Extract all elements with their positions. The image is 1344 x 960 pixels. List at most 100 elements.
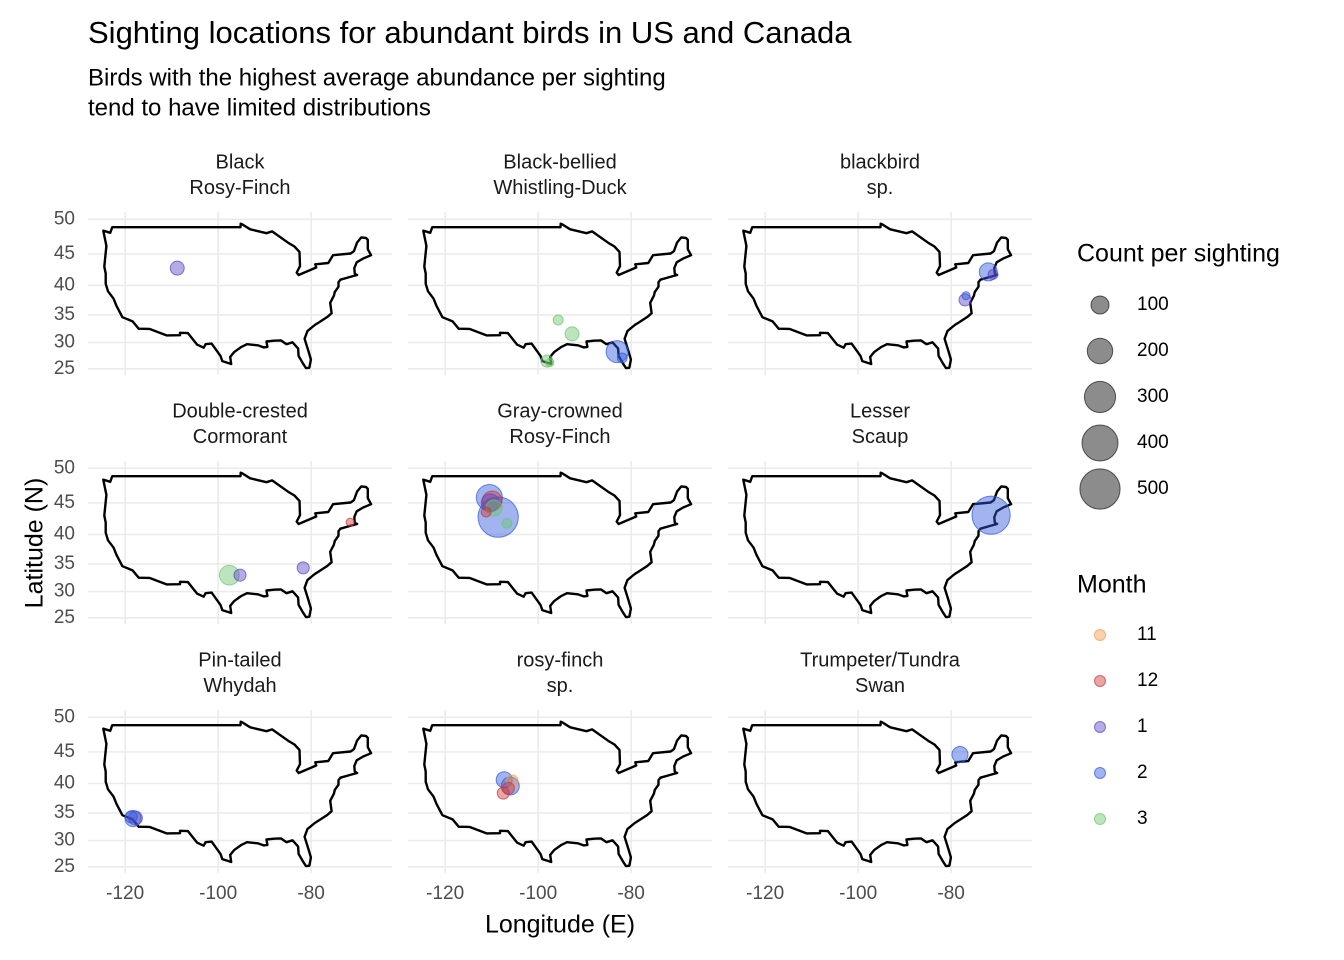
y-tick-label: 50 (54, 208, 75, 229)
facet-title: Black (216, 151, 266, 173)
facet-title: Rosy-Finch (189, 177, 290, 199)
y-tick-label: 25 (54, 607, 75, 628)
x-tick-label: -80 (297, 883, 324, 904)
facet-panel: Trumpeter/Tundra Swan -120 -100 -80 (728, 649, 1032, 904)
facet-panel: Black-bellied Whistling-Duck (408, 151, 712, 375)
legend-title: Count per sighting (1077, 240, 1280, 268)
sighting-point (971, 495, 1011, 535)
color-legend-key (1094, 675, 1106, 687)
size-legend-label: 500 (1137, 478, 1169, 499)
sighting-point (540, 354, 554, 368)
chart-title: Sighting locations for abundant birds in… (88, 15, 852, 50)
facet-title: Trumpeter/Tundra (800, 649, 961, 671)
facet-panel: Black Rosy-Finch 25 30 35 40 45 50 (54, 151, 392, 379)
facet-title: Whistling-Duck (493, 177, 627, 199)
sighting-point (345, 517, 355, 527)
facet-title: sp. (867, 177, 894, 199)
facet-title: Pin-tailed (198, 649, 281, 671)
y-tick-label: 40 (54, 275, 75, 296)
x-tick-label: -80 (937, 883, 964, 904)
y-tick-label: 30 (54, 332, 75, 353)
y-tick-label: 30 (54, 581, 75, 602)
y-tick-label: 40 (54, 773, 75, 794)
color-legend-label: 3 (1137, 808, 1148, 829)
map-outline (422, 222, 693, 370)
y-tick-label: 45 (54, 492, 75, 513)
x-tick-label: -120 (106, 883, 144, 904)
x-tick-label: -120 (746, 883, 784, 904)
chart-subtitle: Birds with the highest average abundance… (88, 64, 666, 91)
x-tick-label: -100 (519, 883, 557, 904)
sighting-point (296, 561, 310, 575)
sighting-point (505, 774, 519, 788)
map-outline (422, 471, 693, 619)
map-outline (742, 471, 1013, 619)
facet-title: sp. (547, 675, 574, 697)
sighting-point (564, 326, 580, 342)
color-legend-key (1094, 629, 1106, 641)
facet-title: Gray-crowned (497, 400, 623, 422)
map-outline (742, 222, 1013, 370)
y-tick-label: 45 (54, 243, 75, 264)
facet-panel: rosy-finch sp. -120 -100 -80 (408, 649, 712, 904)
facet-title: Whydah (203, 675, 276, 697)
y-tick-label: 35 (54, 553, 75, 574)
sighting-point (605, 340, 629, 364)
sighting-point (552, 314, 564, 326)
y-tick-label: 50 (54, 706, 75, 727)
facet-title: rosy-finch (517, 649, 604, 671)
facet-title: Rosy-Finch (509, 426, 610, 448)
size-legend-key (1090, 295, 1110, 315)
sighting-point (501, 781, 515, 795)
facet-title: Double-crested (172, 400, 308, 422)
x-tick-label: -100 (199, 883, 237, 904)
y-tick-label: 35 (54, 802, 75, 823)
facet-panel: Lesser Scaup (728, 400, 1032, 624)
size-legend-key (1079, 468, 1121, 510)
size-legend-label: 200 (1137, 340, 1169, 361)
map-outline (102, 222, 373, 370)
facet-title: Cormorant (193, 426, 288, 448)
sighting-point (951, 745, 969, 764)
size-legend-key (1086, 337, 1114, 365)
color-legend-key (1094, 813, 1106, 825)
sighting-point (218, 564, 240, 586)
sighting-point (233, 568, 247, 582)
facet-title: Black-bellied (503, 151, 616, 173)
size-legend-key (1081, 424, 1119, 462)
size-legend-label: 400 (1137, 432, 1169, 453)
x-tick-label: -100 (839, 883, 877, 904)
map-outline (102, 720, 373, 868)
y-tick-label: 25 (54, 358, 75, 379)
map-outline (422, 720, 693, 868)
x-axis-title: Longitude (E) (485, 911, 635, 939)
facet-title: Swan (855, 675, 905, 697)
y-axis-title: Latitude (N) (21, 478, 49, 609)
color-legend-key (1094, 721, 1106, 733)
sighting-point (485, 499, 503, 517)
sighting-point (987, 268, 999, 280)
chart-subtitle: tend to have limited distributions (88, 94, 431, 121)
color-legend-label: 11 (1137, 624, 1157, 645)
facet-panel: Double-crested Cormorant 25 30 35 40 45 50 (54, 400, 392, 628)
sighting-point (961, 291, 971, 301)
facet-title: Scaup (852, 426, 909, 448)
color-legend-label: 1 (1137, 716, 1148, 737)
color-legend-label: 2 (1137, 762, 1148, 783)
legend-title: Month (1077, 571, 1146, 599)
sighting-point (169, 260, 185, 276)
x-tick-label: -80 (617, 883, 644, 904)
facet-panel: Pin-tailed Whydah 25 30 35 40 45 50 -120 -100 -80 (54, 649, 392, 904)
facet-title: Lesser (850, 400, 910, 422)
facet-panel: Gray-crowned Rosy-Finch (408, 400, 712, 624)
size-legend-label: 300 (1137, 386, 1169, 407)
sighting-point (545, 358, 555, 368)
map-outline (742, 720, 1013, 868)
y-tick-label: 45 (54, 741, 75, 762)
sighting-point (496, 786, 510, 800)
facet-title: blackbird (840, 151, 920, 173)
y-tick-label: 50 (54, 457, 75, 478)
color-legend-label: 12 (1137, 670, 1158, 691)
x-tick-label: -120 (426, 883, 464, 904)
